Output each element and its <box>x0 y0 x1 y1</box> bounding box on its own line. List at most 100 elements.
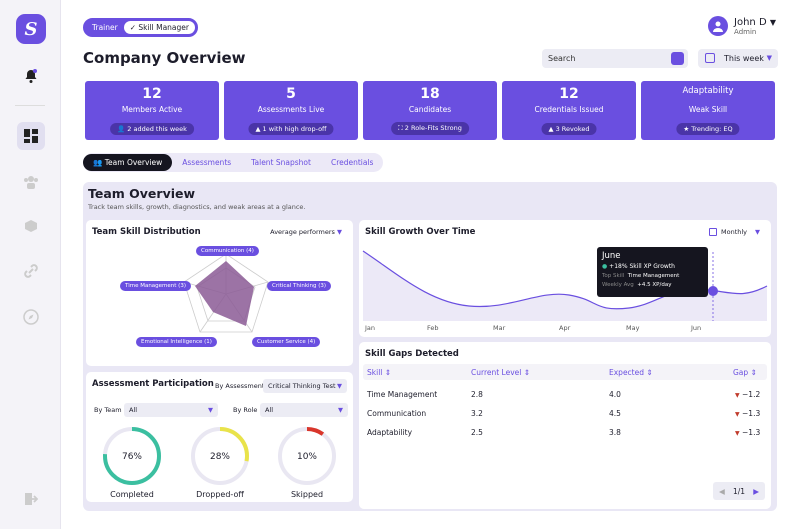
tooltip-top-skill: Top Skill Time Management <box>602 273 680 279</box>
gauge-label: Skipped <box>290 490 324 499</box>
chevron-down-icon[interactable]: ▼ <box>769 17 776 27</box>
stat-pill: ▲ 3 Revoked <box>541 123 597 135</box>
tab-talent-snapshot[interactable]: Talent Snapshot <box>251 158 311 167</box>
tab-team-overview[interactable]: 👥 Team Overview <box>83 154 173 171</box>
col-current[interactable]: Current Level ⇕ <box>471 368 531 377</box>
cell-gap: ▼ −1.3 <box>735 428 761 437</box>
skill-gaps-card: Skill Gaps Detected Skill ⇕ Current Leve… <box>359 342 771 509</box>
stat-card-members[interactable]: 12 Members Active 👤 2 added this week <box>85 81 219 140</box>
growth-line-chart <box>362 250 768 321</box>
notification-bell-icon[interactable] <box>17 62 45 90</box>
col-skill[interactable]: Skill ⇕ <box>367 368 392 377</box>
team-icon[interactable] <box>17 168 45 196</box>
decrease-icon: ▼ <box>735 392 740 399</box>
tab-assessments[interactable]: Assessments <box>182 158 232 167</box>
assessment-select[interactable]: Critical Thinking Test ▼ <box>263 379 347 393</box>
box-icon[interactable] <box>17 212 45 240</box>
assessment-participation-card: Assessment Participation By Assessment C… <box>86 372 353 502</box>
search-icon[interactable] <box>671 52 684 65</box>
team-select[interactable]: All ▼ <box>124 403 218 417</box>
page-title: Company Overview <box>83 49 246 67</box>
next-page-icon[interactable]: ▶ <box>753 486 759 496</box>
tab-bar: 👥 Team Overview Assessments Talent Snaps… <box>83 153 384 172</box>
stat-label: Members Active <box>121 105 183 114</box>
user-menu[interactable]: John D ▼ Admin <box>708 16 776 36</box>
prev-page-icon[interactable]: ◀ <box>719 486 725 496</box>
month-label: Apr <box>559 324 571 332</box>
search-placeholder: Search <box>548 54 576 63</box>
gauge-value: 10% <box>296 452 317 462</box>
radar-label: Time Management (3) <box>120 281 191 291</box>
link-icon[interactable] <box>17 257 45 285</box>
stat-value: Adaptability <box>682 86 734 96</box>
gauge-value: 28% <box>209 452 230 462</box>
col-gap[interactable]: Gap ⇕ <box>733 368 757 377</box>
main-content: Trainer ✓ Skill Manager John D ▼ Admin C… <box>61 0 806 529</box>
cell-current: 3.2 <box>471 409 483 418</box>
stat-pill: 👤 2 added this week <box>110 123 194 135</box>
decrease-icon: ▼ <box>735 411 740 418</box>
radar-label: Emotional Intelligence (1) <box>136 337 217 347</box>
stat-value: 12 <box>142 86 162 102</box>
card-title: Assessment Participation <box>92 379 214 389</box>
role-select[interactable]: All ▼ <box>260 403 348 417</box>
skill-distribution-card: Team Skill Distribution Average performe… <box>86 220 353 366</box>
gauge-arc <box>278 427 336 485</box>
radar-label: Customer Service (4) <box>252 337 321 347</box>
toggle-skill-manager[interactable]: ✓ Skill Manager <box>123 21 195 34</box>
stat-label: Credentials Issued <box>534 105 604 114</box>
dashboard-icon[interactable] <box>17 122 45 150</box>
compass-icon[interactable] <box>17 303 45 331</box>
sidebar: S <box>0 0 61 529</box>
stats-row: 12 Members Active 👤 2 added this week 5 … <box>85 81 775 140</box>
cell-current: 2.5 <box>471 428 483 437</box>
period-value: This week <box>724 54 764 63</box>
growth-period-select[interactable]: Monthly ▼ <box>705 225 765 239</box>
user-role: Admin <box>734 27 757 36</box>
stat-value: 5 <box>286 86 296 102</box>
user-name: John D <box>734 16 767 28</box>
period-select[interactable]: This week ▼ <box>698 49 778 68</box>
cell-expected: 4.0 <box>609 390 621 399</box>
search-input[interactable]: Search <box>542 49 688 68</box>
card-title: Skill Gaps Detected <box>365 349 459 359</box>
stat-label: Weak Skill <box>688 105 728 114</box>
month-label: Jun <box>691 324 702 332</box>
month-label: May <box>626 324 640 332</box>
stat-card-assessments[interactable]: 5 Assessments Live ▲ 1 with high drop-of… <box>224 81 358 140</box>
card-title: Skill Growth Over Time <box>365 227 476 237</box>
toggle-trainer[interactable]: Trainer <box>92 23 118 32</box>
team-overview-panel: Team Overview Track team skills, growth,… <box>83 182 777 511</box>
stat-pill: ▲ 1 with high drop-off <box>248 123 334 135</box>
stat-label: Assessments Live <box>257 105 325 114</box>
logout-icon[interactable] <box>17 485 45 513</box>
tab-credentials[interactable]: Credentials <box>330 158 374 167</box>
cell-current: 2.8 <box>471 390 483 399</box>
role-toggle[interactable]: Trainer ✓ Skill Manager <box>83 18 198 37</box>
stat-card-weak-skill[interactable]: Adaptability Weak Skill ★ Trending: EQ <box>641 81 775 140</box>
stat-card-candidates[interactable]: 18 Candidates ⛶ 2 Role-Fits Strong <box>363 81 497 140</box>
performer-filter[interactable]: Average performers ▼ <box>265 225 347 239</box>
month-label: Feb <box>427 324 439 332</box>
pagination: ◀ 1/1 ▶ <box>713 482 765 500</box>
calendar-icon <box>709 228 717 236</box>
stat-card-credentials[interactable]: 12 Credentials Issued ▲ 3 Revoked <box>502 81 636 140</box>
decrease-icon: ▼ <box>735 430 740 437</box>
gauge-label: Completed <box>110 490 154 499</box>
app-logo[interactable]: S <box>16 14 46 44</box>
cell-skill: Time Management <box>367 390 438 399</box>
stat-pill: ★ Trending: EQ <box>676 123 740 135</box>
gauge-value: 76% <box>121 452 142 462</box>
radar-chart <box>183 253 269 333</box>
month-label: Jan <box>365 324 376 332</box>
month-label: Mar <box>493 324 506 332</box>
cell-expected: 4.5 <box>609 409 621 418</box>
chevron-down-icon: ▼ <box>766 54 772 62</box>
team-filter-label: By Team <box>94 406 122 414</box>
stat-label: Candidates <box>408 105 452 114</box>
card-title: Team Skill Distribution <box>92 227 201 237</box>
calendar-icon <box>705 53 715 63</box>
table-header: Skill ⇕ Current Level ⇕ Expected ⇕ Gap ⇕ <box>363 364 767 380</box>
gauges <box>103 427 336 485</box>
col-expected[interactable]: Expected ⇕ <box>609 368 653 377</box>
